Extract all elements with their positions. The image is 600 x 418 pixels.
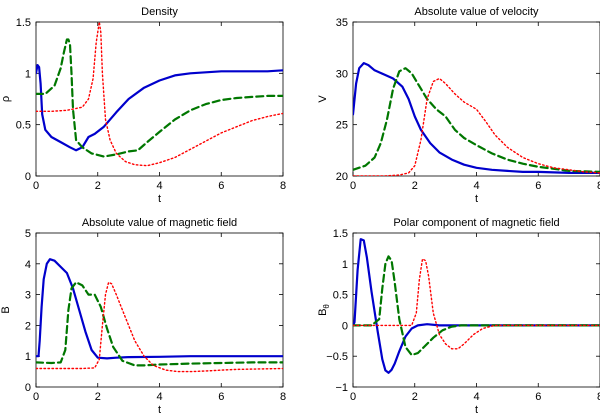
subplot-3: Absolute value of magnetic field 0 2 4 6 8 0 1 2… — [0, 217, 286, 416]
x-tick-label: 2 — [95, 180, 101, 192]
x-tick-label: 8 — [597, 180, 600, 192]
y-axis-label-subscript: θ — [322, 304, 331, 309]
series-line-solid-blue — [36, 63, 283, 152]
x-tick-label: 8 — [597, 391, 600, 403]
series-line-dashed-green — [36, 38, 283, 158]
y-tick-label: 30 — [336, 68, 348, 80]
y-axis-label: Bθ — [317, 304, 331, 316]
y-tick-label: 2 — [25, 320, 31, 332]
y-tick-label: 0 — [342, 320, 348, 332]
y-tick-label: 35 — [336, 17, 348, 29]
series-line-dotted-red — [353, 258, 600, 350]
x-tick-label: 8 — [280, 391, 286, 403]
x-tick-label: 6 — [535, 180, 541, 192]
series-line-dotted-red — [36, 281, 283, 373]
series-line-solid-blue — [36, 258, 283, 360]
x-tick-label: 4 — [473, 391, 479, 403]
y-tick-label: 0 — [25, 171, 31, 183]
series-line-dashed-green — [36, 281, 283, 367]
y-tick-label: −0.5 — [326, 351, 348, 363]
x-tick-label: 2 — [412, 180, 418, 192]
y-tick-label: 1 — [25, 68, 31, 80]
y-tick-label: 0 — [25, 382, 31, 394]
plot-frame — [35, 232, 284, 388]
plot-frame — [352, 232, 600, 388]
y-tick-label: 1 — [25, 351, 31, 363]
y-axis-label: ρ — [0, 96, 12, 102]
series-line-dashed-green — [353, 67, 600, 173]
y-tick-label: 25 — [336, 120, 348, 132]
x-tick-label: 6 — [218, 391, 224, 403]
y-tick-label: 1.5 — [333, 228, 348, 240]
y-tick-label: 0.5 — [16, 120, 31, 132]
y-tick-label: 1 — [342, 259, 348, 271]
x-tick-label: 6 — [218, 180, 224, 192]
series-line-dashed-green — [353, 255, 600, 357]
subplot-4: Polar component of magnetic field 0 2 4 6 8 −1… — [317, 217, 600, 416]
series-line-dotted-red — [36, 22, 283, 167]
plot-frame — [352, 21, 600, 177]
x-axis-label: t — [158, 193, 161, 205]
y-tick-label: −1 — [335, 382, 348, 394]
x-tick-label: 8 — [280, 180, 286, 192]
chart-title: Absolute value of magnetic field — [82, 217, 237, 229]
y-axis-label: B — [0, 306, 12, 313]
y-tick-label: 1.5 — [16, 17, 31, 29]
x-axis-label: t — [158, 404, 161, 416]
series-line-solid-blue — [353, 61, 600, 174]
subplot-2: Absolute value of velocity 0 2 4 6 8 20 25 30 35 t… — [317, 6, 600, 205]
x-axis-label: t — [475, 193, 478, 205]
chart-title: Polar component of magnetic field — [393, 217, 559, 229]
series-line-dotted-red — [353, 77, 600, 176]
x-tick-label: 4 — [156, 180, 162, 192]
x-axis-label: t — [475, 404, 478, 416]
subplot-1: Density 0 2 4 6 8 0 0.5 1 1.5 t ρ — [0, 6, 286, 205]
x-tick-label: 0 — [350, 180, 356, 192]
y-tick-label: 5 — [25, 228, 31, 240]
plot-frame — [35, 21, 284, 177]
x-tick-label: 2 — [412, 391, 418, 403]
chart-title: Absolute value of velocity — [414, 6, 539, 18]
x-tick-label: 0 — [33, 391, 39, 403]
series-line-solid-blue — [353, 238, 600, 374]
x-tick-label: 6 — [535, 391, 541, 403]
x-tick-label: 0 — [350, 391, 356, 403]
y-tick-label: 4 — [25, 259, 31, 271]
x-tick-label: 4 — [473, 180, 479, 192]
y-tick-label: 0.5 — [333, 290, 348, 302]
x-tick-label: 2 — [95, 391, 101, 403]
chart-title: Density — [141, 6, 178, 18]
y-tick-label: 20 — [336, 171, 348, 183]
y-axis-label: V — [317, 95, 329, 103]
y-tick-label: 3 — [25, 290, 31, 302]
x-tick-label: 4 — [156, 391, 162, 403]
x-tick-label: 0 — [33, 180, 39, 192]
